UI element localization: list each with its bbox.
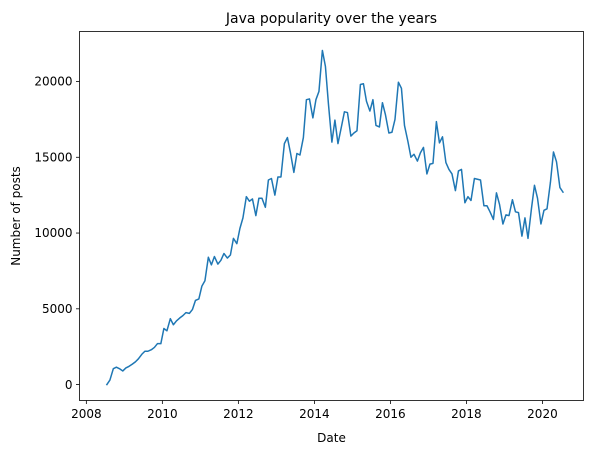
x-tick-label: 2014 xyxy=(299,407,330,421)
y-tick-label: 5000 xyxy=(42,302,73,316)
y-tick-label: 20000 xyxy=(34,75,72,89)
y-tick-label: 10000 xyxy=(34,226,72,240)
series-layer xyxy=(105,49,565,386)
plot-area-frame xyxy=(79,31,584,401)
chart-title: Java popularity over the years xyxy=(225,11,437,27)
x-axis-title: Date xyxy=(317,431,346,445)
x-axis: 2008 2010 2012 2014 2016 2018 2020 xyxy=(71,400,558,421)
y-tick-label: 0 xyxy=(65,378,73,392)
x-tick-label: 2010 xyxy=(147,407,178,421)
x-tick-label: 2016 xyxy=(375,407,406,421)
y-axis-title: Number of posts xyxy=(9,166,23,266)
x-tick-label: 2020 xyxy=(527,407,558,421)
x-tick-label: 2012 xyxy=(223,407,254,421)
x-tick-label: 2008 xyxy=(71,407,102,421)
x-tick-label: 2018 xyxy=(451,407,482,421)
y-tick-label: 15000 xyxy=(34,150,72,164)
y-axis: 0 5000 10000 15000 20000 xyxy=(34,75,80,392)
series-line xyxy=(105,49,565,386)
